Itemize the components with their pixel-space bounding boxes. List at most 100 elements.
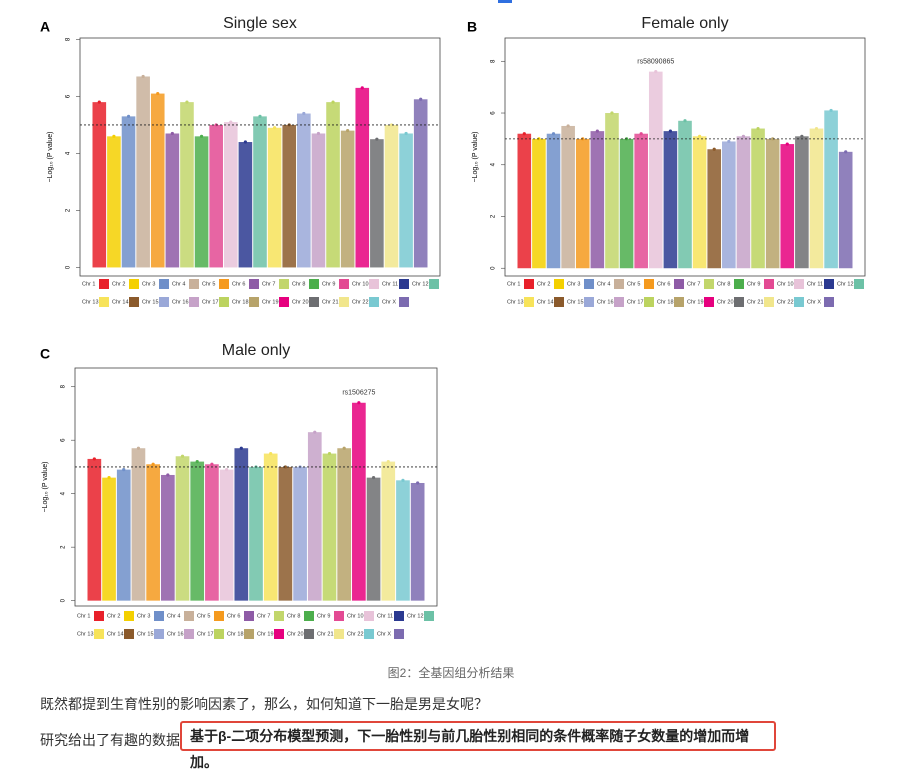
y-tick-label: 6 bbox=[491, 111, 497, 115]
chromosome-column bbox=[131, 448, 146, 601]
chromosome-column bbox=[307, 432, 322, 601]
chromosome-column bbox=[370, 139, 384, 268]
peak-point bbox=[771, 137, 775, 141]
y-tick-label: 8 bbox=[61, 384, 67, 388]
chromosome-column bbox=[175, 456, 190, 601]
chromosome-column bbox=[575, 138, 590, 269]
peak-point bbox=[180, 454, 185, 458]
legend-swatch bbox=[309, 279, 319, 289]
legend-label: Chr X bbox=[382, 299, 396, 305]
legend-swatch bbox=[99, 279, 109, 289]
chromosome-column bbox=[634, 133, 648, 269]
legend-swatch bbox=[399, 297, 409, 307]
legend-swatch bbox=[424, 611, 434, 621]
legend-label: Chr 10 bbox=[347, 613, 364, 619]
legend-label: Chr 21 bbox=[322, 299, 339, 305]
legend-swatch bbox=[364, 611, 374, 621]
chromosome-column bbox=[517, 133, 532, 269]
legend-swatch bbox=[394, 611, 404, 621]
legend-swatch bbox=[614, 279, 624, 289]
legend-swatch bbox=[214, 611, 224, 621]
chromosome-column bbox=[337, 448, 352, 601]
panel-label: A bbox=[40, 19, 50, 35]
legend-label: Chr 13 bbox=[82, 299, 99, 305]
peak-point bbox=[419, 97, 423, 101]
chromosome-column bbox=[590, 131, 605, 269]
legend-label: Chr 3 bbox=[137, 613, 150, 619]
chromosome-column bbox=[546, 133, 561, 269]
legend-label: Chr 22 bbox=[347, 631, 364, 637]
legend-label: Chr 21 bbox=[747, 299, 764, 305]
legend-label: Chr 18 bbox=[657, 299, 674, 305]
legend-swatch bbox=[824, 297, 834, 307]
legend-swatch bbox=[644, 297, 654, 307]
peak-point bbox=[346, 129, 350, 133]
legend-swatch bbox=[584, 279, 594, 289]
chromosome-column bbox=[165, 133, 180, 268]
legend-label: Chr 19 bbox=[687, 299, 704, 305]
peak-point bbox=[225, 468, 229, 472]
y-tick-label: 2 bbox=[491, 214, 497, 218]
chromosome-column bbox=[366, 477, 381, 601]
legend-swatch bbox=[244, 629, 254, 639]
peak-point bbox=[170, 131, 174, 136]
y-tick-label: 0 bbox=[61, 598, 67, 602]
legend-label: Chr 4 bbox=[597, 281, 610, 287]
legend-label: Chr 14 bbox=[537, 299, 554, 305]
peak-point bbox=[416, 481, 420, 485]
chromosome-column bbox=[399, 133, 413, 268]
chromosome-column bbox=[355, 87, 370, 268]
peak-point bbox=[829, 108, 833, 113]
legend-label: Chr 2 bbox=[112, 281, 125, 287]
legend-label: Chr 4 bbox=[172, 281, 185, 287]
peak-point bbox=[136, 446, 141, 450]
peak-point bbox=[126, 114, 131, 118]
legend-swatch bbox=[339, 279, 349, 289]
chromosome-column bbox=[838, 151, 853, 269]
peak-point bbox=[800, 134, 804, 138]
chromosome-column bbox=[267, 127, 282, 268]
y-tick-label: 4 bbox=[61, 491, 67, 495]
y-tick-label: 6 bbox=[66, 94, 72, 98]
peak-point bbox=[844, 150, 848, 154]
y-tick-label: 4 bbox=[66, 151, 72, 155]
legend-label: Chr 14 bbox=[112, 299, 129, 305]
paragraph: 既然都提到生育性别的影响因素了，那么，如何知道下一胎是男是女呢？ bbox=[40, 696, 488, 712]
legend-label: Chr 20 bbox=[717, 299, 734, 305]
legend-swatch bbox=[249, 279, 259, 289]
legend-swatch bbox=[429, 279, 439, 289]
legend-swatch bbox=[369, 279, 379, 289]
peak-point bbox=[316, 131, 321, 136]
chromosome-column bbox=[87, 458, 102, 601]
legend-swatch bbox=[159, 279, 169, 289]
chromosome-column bbox=[278, 466, 293, 601]
peak-point bbox=[122, 468, 126, 472]
legend-swatch bbox=[274, 611, 284, 621]
legend-swatch bbox=[614, 297, 624, 307]
legend-label: Chr 15 bbox=[567, 299, 584, 305]
legend-label: Chr X bbox=[807, 299, 821, 305]
peak-point bbox=[371, 476, 376, 480]
plot-frame bbox=[74, 367, 438, 607]
peak-point bbox=[92, 457, 96, 461]
legend-swatch bbox=[704, 279, 714, 289]
chromosome-column bbox=[92, 102, 107, 268]
legend-swatch bbox=[279, 279, 289, 289]
peak-point bbox=[195, 459, 199, 464]
peak-point bbox=[756, 126, 760, 131]
chromosome-column bbox=[751, 128, 765, 269]
chromosome-column bbox=[219, 469, 234, 601]
legend-swatch bbox=[274, 629, 284, 639]
chromosome-column bbox=[322, 453, 337, 601]
peak-point bbox=[156, 91, 160, 96]
legend-swatch bbox=[309, 297, 319, 307]
panel-label: C bbox=[40, 346, 50, 362]
plot-frame bbox=[79, 37, 441, 277]
peak-point bbox=[229, 120, 233, 124]
legend-swatch bbox=[764, 297, 774, 307]
chromosome-column bbox=[102, 477, 116, 601]
legend-swatch bbox=[364, 629, 374, 639]
legend-label: Chr 20 bbox=[292, 299, 309, 305]
legend-swatch bbox=[674, 297, 684, 307]
chromosome-column bbox=[396, 480, 410, 601]
